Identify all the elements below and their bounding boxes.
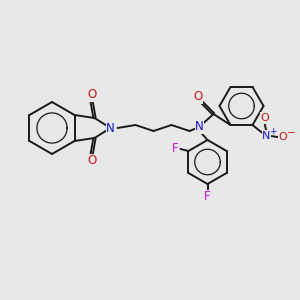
Text: +: +: [269, 127, 276, 136]
Text: F: F: [204, 190, 211, 203]
Text: O: O: [260, 113, 269, 123]
Text: N: N: [262, 131, 271, 141]
Text: N: N: [195, 121, 204, 134]
Text: O: O: [278, 132, 287, 142]
Text: O: O: [87, 154, 96, 167]
Text: F: F: [172, 142, 179, 155]
Text: −: −: [287, 128, 296, 138]
Text: O: O: [193, 91, 202, 103]
Text: N: N: [106, 122, 115, 134]
Text: O: O: [87, 88, 96, 101]
